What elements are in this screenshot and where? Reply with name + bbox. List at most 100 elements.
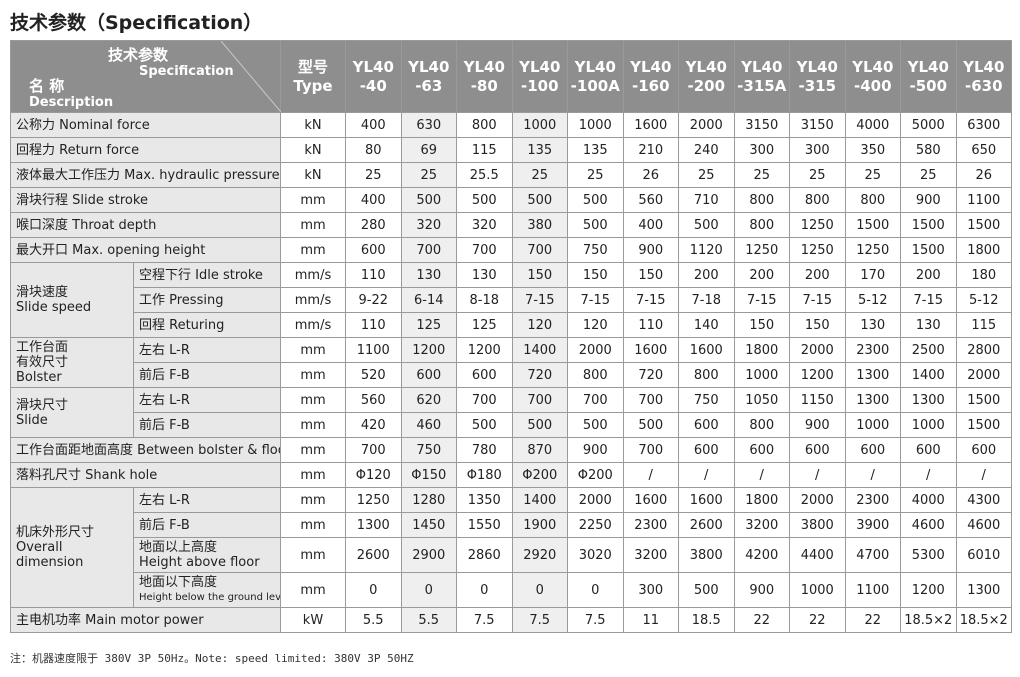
table-row: 落料孔尺寸 Shank hole mm Φ120 Φ150 Φ180 Φ200 Φ200//… <box>10 462 1012 488</box>
value-cell: Φ120 <box>345 462 402 488</box>
value-cell: 1200 <box>789 362 846 388</box>
value-cell: 1600 <box>622 337 679 363</box>
value-cell: 500 <box>456 412 513 438</box>
value-cell: 1000 <box>567 112 624 138</box>
value-cell: 69 <box>400 137 457 163</box>
model-header: YL40 -200 <box>678 40 735 113</box>
value-cell: 1200 <box>456 337 513 363</box>
value-cell: 1200 <box>400 337 457 363</box>
value-cell: 130 <box>456 262 513 288</box>
model-line: YL40 <box>463 57 505 76</box>
value-cell: 140 <box>678 312 735 338</box>
value-cell: 26 <box>955 162 1012 188</box>
value-cell: 240 <box>678 137 735 163</box>
unit: mm <box>280 187 346 213</box>
value-cell: 4600 <box>955 512 1012 538</box>
value-cell: 22 <box>733 607 790 633</box>
value-cell: 750 <box>567 237 624 263</box>
value-cell: 520 <box>345 362 402 388</box>
label-line: 最大开口 Max. opening height <box>16 242 206 258</box>
value-cell: 7-15 <box>511 287 568 313</box>
label-line: 前后 F-B <box>139 517 190 533</box>
unit: mm <box>280 537 346 573</box>
value-cell: 3150 <box>789 112 846 138</box>
value-cell: 4000 <box>844 112 901 138</box>
value-cell: 1800 <box>733 487 790 513</box>
model-line: -160 <box>631 76 670 95</box>
value-cell: 1800 <box>955 237 1012 263</box>
value-cell: 2000 <box>567 487 624 513</box>
value-cell: 2300 <box>622 512 679 538</box>
value-cell: 600 <box>844 437 901 463</box>
value-cell: 135 <box>567 137 624 163</box>
value-cell: 9-22 <box>345 287 402 313</box>
value-cell: 180 <box>955 262 1012 288</box>
value-cell: 5-12 <box>844 287 901 313</box>
value-cell: Φ200 <box>567 462 624 488</box>
value-cell: 7-15 <box>567 287 624 313</box>
label-line: Bolster <box>16 370 62 385</box>
value-cell: 300 <box>733 137 790 163</box>
value-cell: 1100 <box>345 337 402 363</box>
value-cell: 1250 <box>345 487 402 513</box>
value-cell: 2900 <box>400 537 457 573</box>
value-cell: 900 <box>567 437 624 463</box>
value-cell: 2500 <box>900 337 957 363</box>
type-cn: 型号 <box>297 57 328 76</box>
label-line: 工作台面 <box>16 340 69 355</box>
unit: kW <box>280 607 346 633</box>
value-cell: 200 <box>678 262 735 288</box>
value-cell: 500 <box>622 412 679 438</box>
value-cell: 7.5 <box>456 607 513 633</box>
row-label: 主电机功率 Main motor power <box>10 607 281 633</box>
value-cell: 25 <box>900 162 957 188</box>
value-cell: 500 <box>400 187 457 213</box>
corner-en: Specification <box>139 64 234 79</box>
value-cell: 800 <box>456 112 513 138</box>
unit: mm <box>280 337 346 363</box>
row-label: 左右 L-R <box>133 337 281 363</box>
value-cell: 720 <box>622 362 679 388</box>
model-line: -315 <box>798 76 837 95</box>
model-header: YL40 -500 <box>900 40 957 113</box>
row-label: 左右 L-R <box>133 387 281 413</box>
value-cell: 3800 <box>678 537 735 573</box>
model-header: YL40 -80 <box>456 40 513 113</box>
value-cell: 22 <box>789 607 846 633</box>
value-cell: 4300 <box>955 487 1012 513</box>
value-cell: 3900 <box>844 512 901 538</box>
value-cell: 1300 <box>955 572 1012 608</box>
corner-header: 技术参数 Specification 名 称 Description <box>10 40 281 113</box>
value-cell: 1500 <box>900 212 957 238</box>
value-cell: 7-15 <box>900 287 957 313</box>
value-cell: 110 <box>622 312 679 338</box>
value-cell: 1500 <box>844 212 901 238</box>
label-line: 滑块行程 Slide stroke <box>16 192 148 208</box>
value-cell: 1100 <box>844 572 901 608</box>
model-line: YL40 <box>352 57 394 76</box>
label-line: 地面以上高度 <box>139 540 218 555</box>
value-cell: 720 <box>511 362 568 388</box>
value-cell: 3800 <box>789 512 846 538</box>
value-cell: 1000 <box>844 412 901 438</box>
type-header: 型号 Type <box>280 40 346 113</box>
model-header: YL40 -63 <box>400 40 457 113</box>
value-cell: 4200 <box>733 537 790 573</box>
model-line: YL40 <box>574 57 616 76</box>
value-cell: 110 <box>345 262 402 288</box>
value-cell: 2860 <box>456 537 513 573</box>
value-cell: 1350 <box>456 487 513 513</box>
value-cell: 2920 <box>511 537 568 573</box>
value-cell: 1600 <box>678 487 735 513</box>
value-cell: 25 <box>567 162 624 188</box>
label-line: dimension <box>16 555 84 570</box>
value-cell: 1450 <box>400 512 457 538</box>
value-cell: 3150 <box>733 112 790 138</box>
value-cell: 115 <box>955 312 1012 338</box>
label-line: 落料孔尺寸 Shank hole <box>16 467 158 483</box>
value-cell: 650 <box>955 137 1012 163</box>
value-cell: 0 <box>511 572 568 608</box>
value-cell: 800 <box>733 187 790 213</box>
label-line: 左右 L-R <box>139 392 190 408</box>
label-line: 滑块尺寸 <box>16 397 69 413</box>
